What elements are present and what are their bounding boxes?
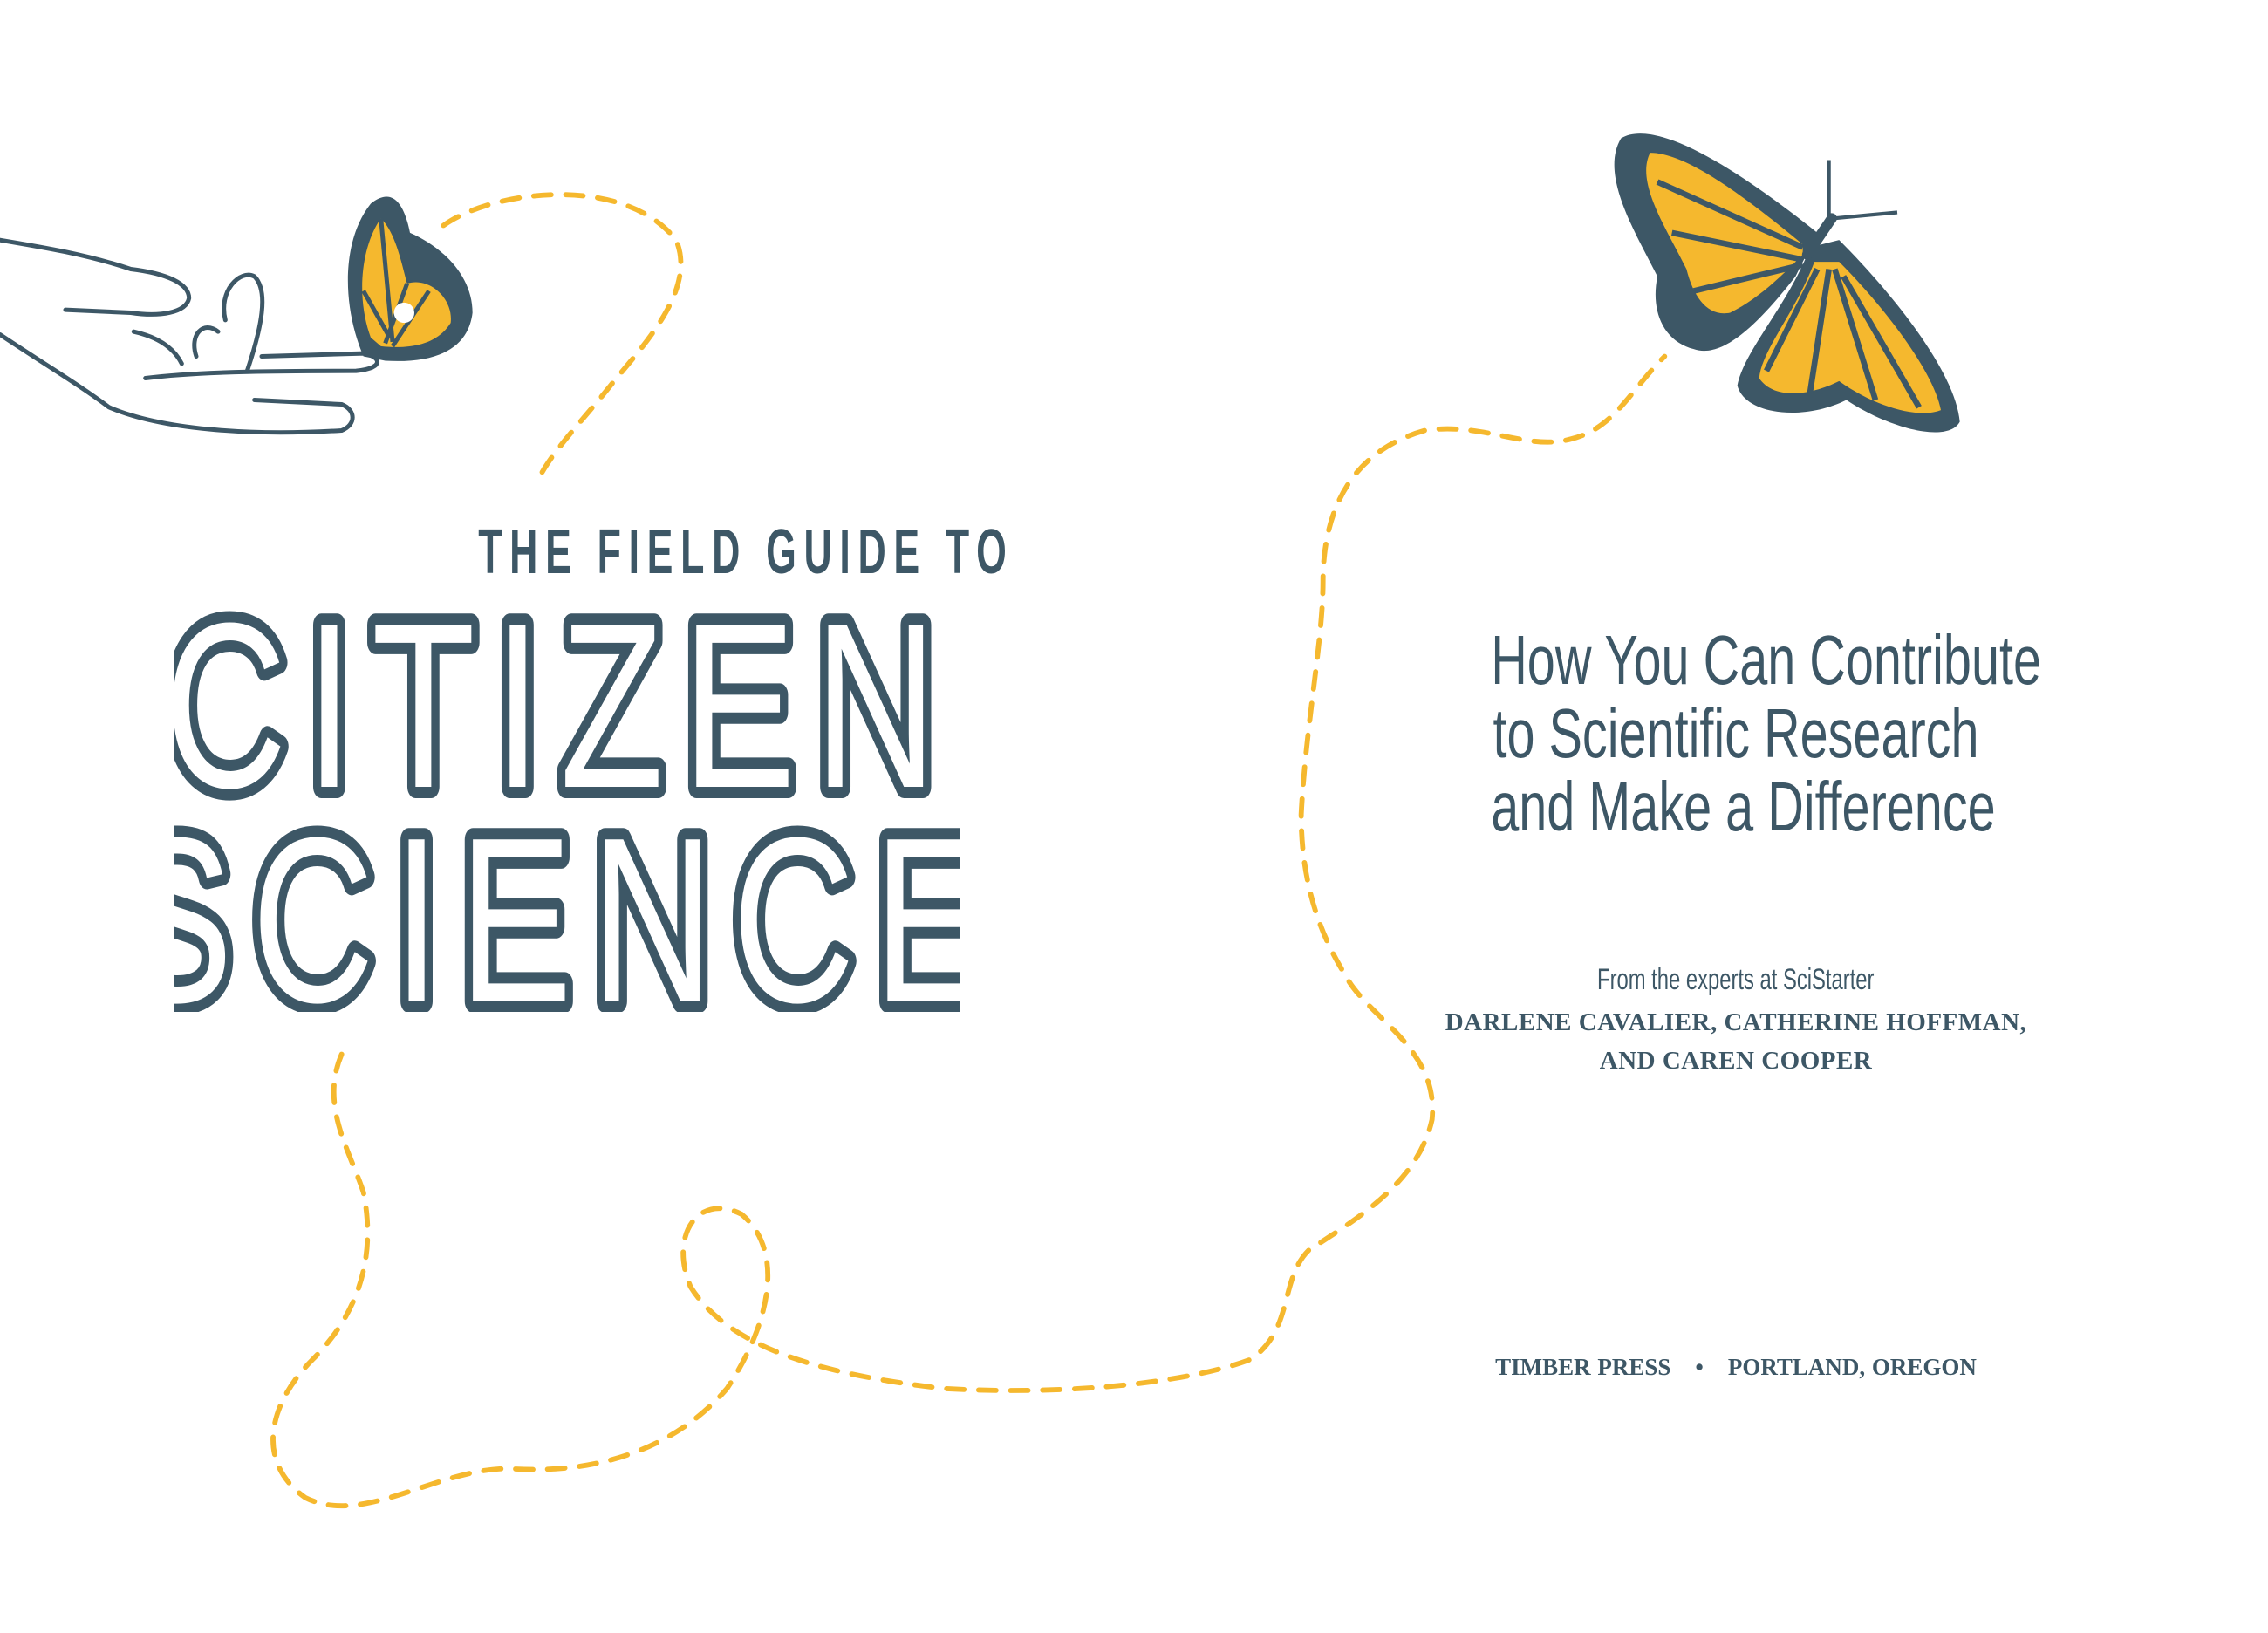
subtitle: How You Can Contribute to Scientific Res…: [1396, 624, 2076, 844]
title-line-1: CITIZEN: [174, 593, 956, 837]
publisher-location: PORTLAND, OREGON: [1727, 1354, 1977, 1380]
publisher-name: TIMBER PRESS: [1495, 1354, 1671, 1380]
main-title: CITIZEN SCIENCE: [174, 593, 960, 1012]
flight-path-lower: [270, 353, 1668, 1508]
from-line: From the experts at SciStarter: [1597, 963, 1875, 996]
series-title: THE FIELD GUIDE TO: [478, 517, 1014, 587]
subtitle-line: and Make a Difference: [1491, 768, 1996, 845]
hand-icon: [0, 237, 379, 435]
authors-line: DARLENE CAVALIER, CATHERINE HOFFMAN,: [1445, 1008, 2027, 1036]
subtitle-line: to Scientific Research: [1493, 694, 1979, 772]
authors-line: AND CAREN COOPER: [1599, 1047, 1873, 1075]
flight-path-upper: [441, 192, 684, 483]
publisher: TIMBER PRESS • PORTLAND, OREGON: [1396, 1354, 2076, 1381]
title-line-2: SCIENCE: [174, 789, 960, 1012]
monarch-butterfly-small-icon: [347, 196, 473, 361]
separator-dot: •: [1695, 1354, 1704, 1380]
authors: DARLENE CAVALIER, CATHERINE HOFFMAN, AND…: [1396, 1003, 2076, 1080]
monarch-butterfly-large-icon: [1614, 133, 1960, 433]
subtitle-line: How You Can Contribute: [1491, 621, 2042, 699]
